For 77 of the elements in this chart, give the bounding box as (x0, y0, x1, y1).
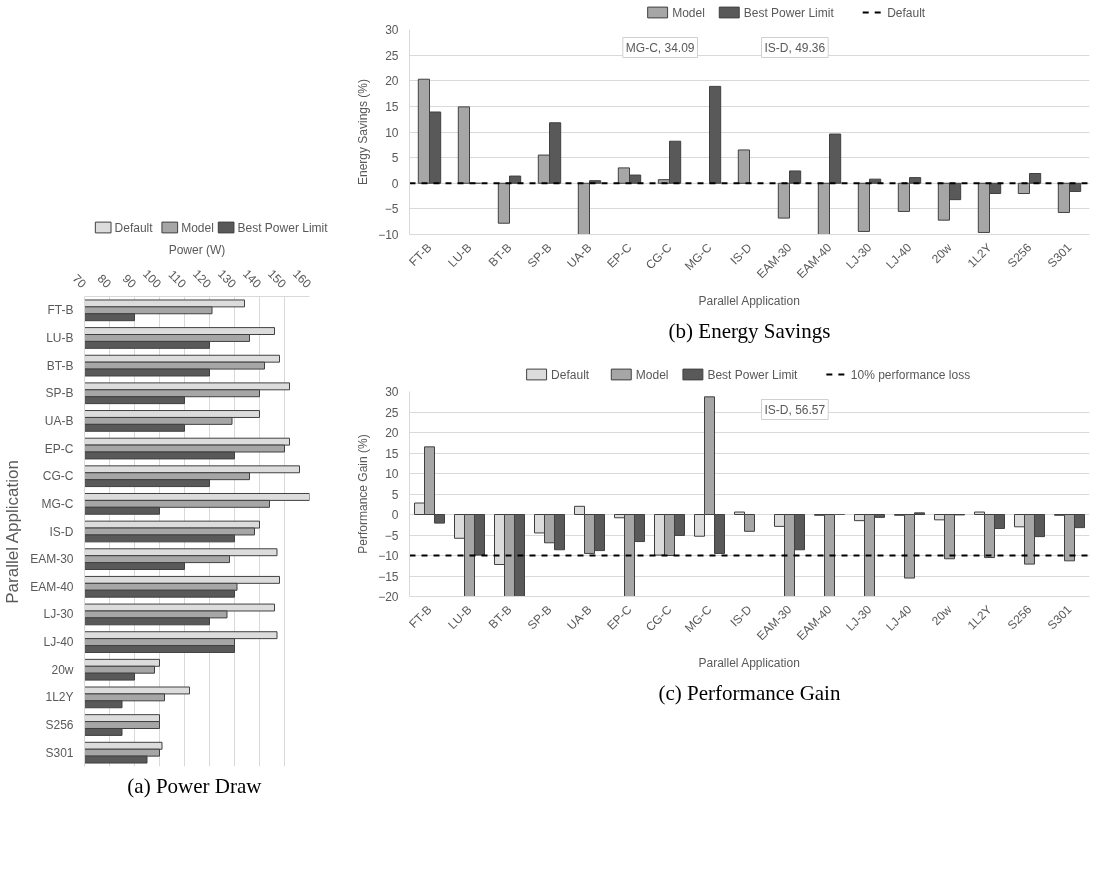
y-tick-label: CG-C (42, 469, 74, 484)
y-tick-label: 20 (385, 426, 399, 440)
y-tick-label: EP-C (44, 441, 74, 456)
text: (b) Energy Savings (668, 318, 831, 343)
x-tick-label: 160 (290, 266, 315, 292)
y-tick-label: 15 (385, 446, 399, 461)
y-tick-label: 15 (385, 99, 399, 114)
y-tick-label: LU-B (46, 330, 74, 345)
legend-label: Default (887, 5, 926, 20)
bar (737, 149, 750, 184)
legend-label: Default (114, 220, 154, 235)
x-tick-label: 20w (928, 240, 955, 267)
x-tick-label: IS-D (727, 240, 755, 268)
x-axis-title: Parallel Application (698, 656, 800, 671)
y-axis-title: Parallel Application (3, 460, 23, 604)
y-tick-label: −5 (384, 528, 399, 543)
legend-label: Best Power Limit (743, 5, 835, 20)
x-tick-label: 80 (94, 271, 115, 292)
y-tick-label: 20 (385, 74, 399, 89)
legend-label: Best Power Limit (707, 367, 799, 382)
legend-label: Model (181, 220, 214, 235)
y-tick-label: 25 (385, 405, 399, 420)
x-tick-label: 140 (240, 266, 265, 292)
x-axis-title: Parallel Application (698, 294, 800, 309)
y-tick-label: 10 (385, 467, 399, 481)
y-tick-label: 30 (385, 385, 399, 399)
annotation: IS-D, 56.57 (764, 402, 826, 417)
y-tick-label: EAM-30 (30, 552, 74, 567)
y-tick-label: IS-D (49, 524, 74, 539)
y-tick-label: 30 (385, 23, 399, 37)
y-tick-label: 5 (391, 151, 399, 166)
y-tick-label: 5 (391, 487, 399, 502)
y-tick-label: MG-C (41, 496, 74, 511)
y-tick-label: UA-B (44, 413, 74, 428)
y-tick-label: S301 (45, 745, 74, 760)
y-axis-title: Energy Savings (%) (356, 78, 371, 186)
y-tick-label: −10 (378, 549, 399, 563)
annotation: IS-D, 49.36 (764, 40, 826, 55)
y-tick-label: −20 (378, 590, 399, 604)
y-tick-label: −10 (378, 228, 399, 242)
annotation: MG-C, 34.09 (625, 40, 695, 55)
x-axis-title: Power (W) (168, 242, 226, 257)
x-tick-label: 70 (69, 271, 90, 292)
y-tick-label: −5 (384, 202, 399, 217)
bar (457, 106, 470, 184)
x-tick-label: 120 (190, 266, 215, 292)
text: (c) Performance Gain (658, 680, 841, 705)
y-tick-label: 0 (391, 176, 399, 191)
x-tick-label: 130 (215, 266, 240, 292)
y-tick-label: 10 (385, 125, 399, 140)
y-tick-label: SP-B (45, 386, 74, 401)
y-tick-label: BT-B (46, 358, 74, 373)
bar (497, 182, 510, 224)
x-tick-label: IS-D (727, 602, 755, 630)
bar (709, 85, 722, 184)
y-tick-label: EAM-40 (30, 579, 74, 594)
text: (a) Power Draw (127, 773, 263, 798)
y-tick-label: 0 (391, 508, 399, 522)
y-tick-label: 20w (51, 662, 74, 677)
legend-label: Best Power Limit (237, 220, 329, 235)
bar (857, 182, 870, 232)
x-tick-label: 150 (265, 266, 290, 292)
legend-label: Default (551, 367, 590, 382)
x-tick-label: 110 (165, 267, 190, 292)
legend-label: 10% performance loss (850, 367, 971, 382)
legend-label: Model (672, 5, 705, 20)
x-tick-label: 20w (928, 602, 955, 629)
y-axis-title: Performance Gain (%) (356, 434, 371, 554)
legend-label: Model (635, 367, 669, 382)
y-tick-label: −15 (378, 569, 399, 584)
bar (509, 175, 522, 184)
x-tick-label: 100 (140, 266, 165, 292)
y-tick-label: 25 (385, 48, 399, 63)
x-tick-label: 90 (119, 271, 140, 292)
y-tick-label: FT-B (47, 303, 74, 318)
y-tick-label: 1L2Y (45, 690, 74, 705)
y-tick-label: S256 (45, 718, 74, 733)
